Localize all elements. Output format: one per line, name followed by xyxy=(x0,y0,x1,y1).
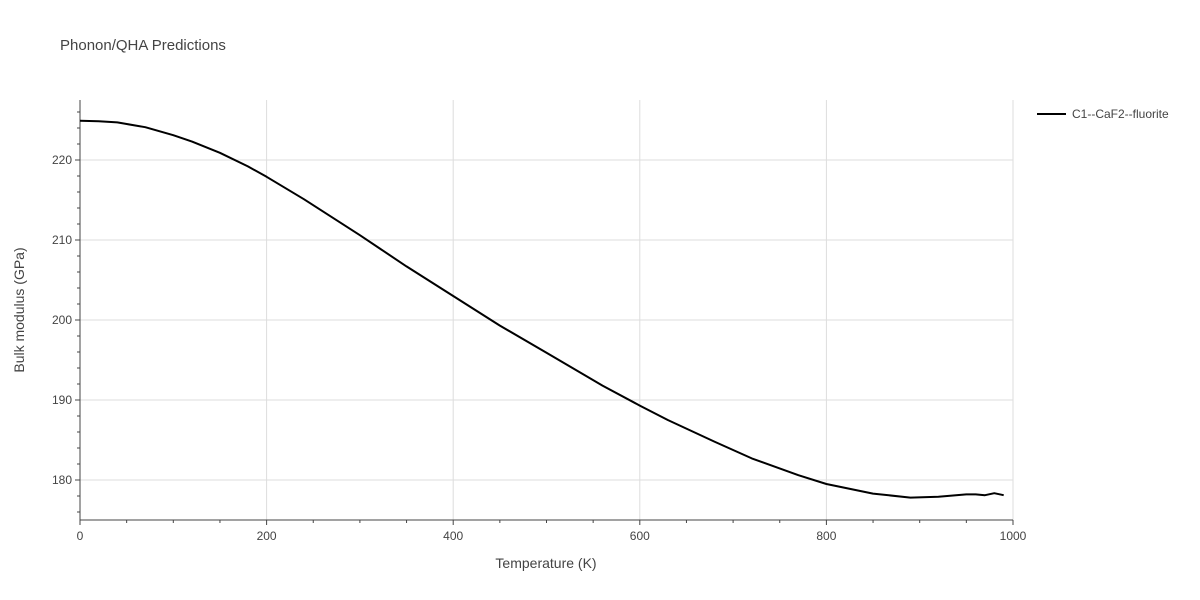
y-tick-label: 190 xyxy=(52,393,72,407)
chart-title: Phonon/QHA Predictions xyxy=(60,37,226,54)
y-tick-label: 180 xyxy=(52,473,72,487)
axes xyxy=(75,100,1014,525)
x-axis-title: Temperature (K) xyxy=(495,555,596,571)
x-tick-label: 600 xyxy=(630,529,650,543)
grid-lines xyxy=(80,100,1014,520)
legend[interactable]: C1--CaF2--fluorite xyxy=(1037,107,1169,121)
y-tick-label: 210 xyxy=(52,233,72,247)
tick-labels: 0 200 400 600 800 1000 180 190 200 210 220 xyxy=(52,153,1027,543)
x-tick-label: 1000 xyxy=(1000,529,1027,543)
series-line xyxy=(79,119,1004,499)
x-tick-label: 200 xyxy=(257,529,277,543)
x-tick-label: 800 xyxy=(816,529,836,543)
x-tick-label: 400 xyxy=(443,529,463,543)
series-lines xyxy=(79,119,1004,499)
legend-label: C1--CaF2--fluorite xyxy=(1072,107,1169,121)
y-tick-label: 220 xyxy=(52,153,72,167)
y-axis-title: Bulk modulus (GPa) xyxy=(11,247,27,372)
x-tick-label: 0 xyxy=(77,529,84,543)
y-tick-label: 200 xyxy=(52,313,72,327)
